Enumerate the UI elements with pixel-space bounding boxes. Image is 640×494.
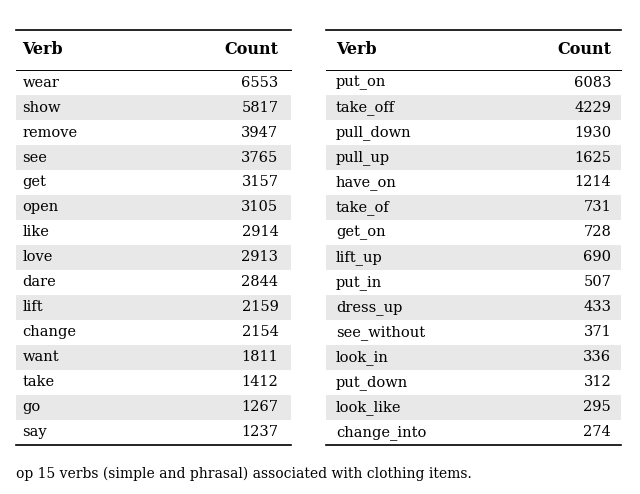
Text: want: want bbox=[22, 350, 59, 364]
Text: 3157: 3157 bbox=[241, 175, 278, 190]
Text: 3105: 3105 bbox=[241, 201, 278, 214]
Text: 5817: 5817 bbox=[241, 101, 278, 115]
Text: have_on: have_on bbox=[336, 175, 397, 190]
Text: get_on: get_on bbox=[336, 225, 386, 240]
Text: op 15 verbs (simple and phrasal) associated with clothing items.: op 15 verbs (simple and phrasal) associa… bbox=[16, 467, 472, 482]
Text: 274: 274 bbox=[584, 425, 611, 439]
Text: Count: Count bbox=[225, 41, 278, 58]
Text: 2154: 2154 bbox=[241, 325, 278, 339]
Text: go: go bbox=[22, 400, 41, 414]
Text: 1811: 1811 bbox=[242, 350, 278, 364]
Text: dare: dare bbox=[22, 275, 56, 289]
Text: put_on: put_on bbox=[336, 76, 387, 90]
Bar bbox=[326, 295, 621, 320]
Text: 295: 295 bbox=[584, 400, 611, 414]
Text: show: show bbox=[22, 101, 61, 115]
Text: open: open bbox=[22, 201, 59, 214]
Text: 3947: 3947 bbox=[241, 125, 278, 140]
Bar bbox=[16, 95, 291, 120]
Text: 6553: 6553 bbox=[241, 76, 278, 89]
Text: 433: 433 bbox=[583, 300, 611, 314]
Text: take: take bbox=[22, 375, 54, 389]
Bar bbox=[16, 345, 291, 370]
Text: Count: Count bbox=[557, 41, 611, 58]
Text: look_in: look_in bbox=[336, 350, 389, 365]
Bar bbox=[326, 245, 621, 270]
Text: 312: 312 bbox=[584, 375, 611, 389]
Text: 2914: 2914 bbox=[241, 225, 278, 240]
Bar bbox=[16, 145, 291, 170]
Text: put_in: put_in bbox=[336, 275, 382, 290]
Text: wear: wear bbox=[22, 76, 60, 89]
Text: 4229: 4229 bbox=[574, 101, 611, 115]
Text: say: say bbox=[22, 425, 47, 439]
Text: pull_up: pull_up bbox=[336, 150, 390, 165]
Text: pull_down: pull_down bbox=[336, 125, 412, 140]
Text: see: see bbox=[22, 151, 47, 165]
Bar bbox=[326, 345, 621, 370]
Text: dress_up: dress_up bbox=[336, 300, 403, 315]
Text: 2844: 2844 bbox=[241, 275, 278, 289]
Text: 1237: 1237 bbox=[241, 425, 278, 439]
Bar bbox=[16, 195, 291, 220]
Text: love: love bbox=[22, 250, 52, 264]
Text: 371: 371 bbox=[584, 325, 611, 339]
Text: remove: remove bbox=[22, 125, 77, 140]
Text: 2159: 2159 bbox=[241, 300, 278, 314]
Text: change_into: change_into bbox=[336, 425, 426, 440]
Text: 1214: 1214 bbox=[575, 175, 611, 190]
Bar bbox=[326, 145, 621, 170]
Text: 1930: 1930 bbox=[574, 125, 611, 140]
Bar bbox=[326, 95, 621, 120]
Text: change: change bbox=[22, 325, 76, 339]
Bar bbox=[326, 395, 621, 419]
Text: 2913: 2913 bbox=[241, 250, 278, 264]
Text: 507: 507 bbox=[583, 275, 611, 289]
Text: 1267: 1267 bbox=[241, 400, 278, 414]
Text: see_without: see_without bbox=[336, 325, 425, 340]
Text: 728: 728 bbox=[583, 225, 611, 240]
Text: 6083: 6083 bbox=[573, 76, 611, 89]
Text: take_off: take_off bbox=[336, 100, 395, 115]
Bar bbox=[16, 295, 291, 320]
Text: Verb: Verb bbox=[336, 41, 376, 58]
Text: get: get bbox=[22, 175, 46, 190]
Text: like: like bbox=[22, 225, 49, 240]
Text: 336: 336 bbox=[583, 350, 611, 364]
Text: 3765: 3765 bbox=[241, 151, 278, 165]
Text: Verb: Verb bbox=[22, 41, 63, 58]
Text: 731: 731 bbox=[584, 201, 611, 214]
Text: look_like: look_like bbox=[336, 400, 401, 414]
Text: 1625: 1625 bbox=[574, 151, 611, 165]
Text: take_of: take_of bbox=[336, 200, 390, 215]
Bar bbox=[326, 195, 621, 220]
Text: 1412: 1412 bbox=[242, 375, 278, 389]
Text: put_down: put_down bbox=[336, 375, 408, 390]
Text: lift: lift bbox=[22, 300, 43, 314]
Text: lift_up: lift_up bbox=[336, 250, 383, 265]
Bar bbox=[16, 395, 291, 419]
Text: 690: 690 bbox=[583, 250, 611, 264]
Bar bbox=[16, 245, 291, 270]
